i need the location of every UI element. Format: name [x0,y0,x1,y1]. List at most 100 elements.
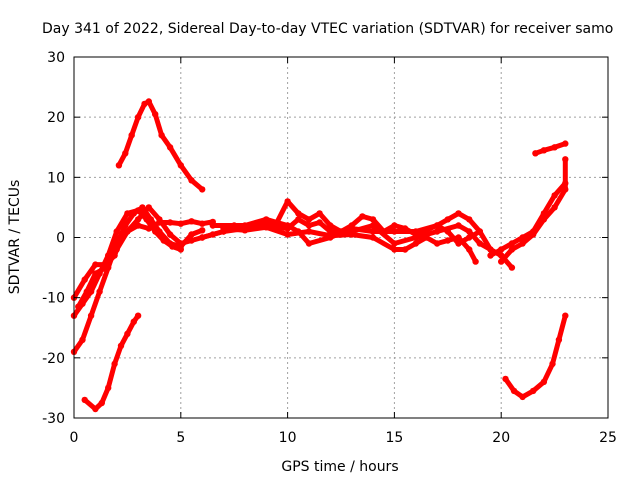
data-point [241,227,249,234]
series-arc-end-low [502,312,569,401]
data-point [455,210,462,217]
data-point [466,216,473,223]
data-point [391,246,398,253]
data-point [81,396,88,404]
data-point [466,234,473,241]
data-point [359,213,366,220]
data-point [145,204,152,211]
data-point [220,225,227,232]
data-point [81,276,88,283]
data-point [412,228,419,235]
data-point [284,231,291,238]
data-point [305,228,313,235]
data-point [562,140,569,147]
data-point [549,360,556,368]
data-point [124,228,131,235]
data-point [519,240,526,247]
data-point [502,375,509,383]
data-point [327,234,334,241]
data-point [487,252,494,259]
data-point [124,210,131,217]
data-point [305,240,313,247]
data-point [476,228,483,235]
data-point [466,246,473,253]
data-point [177,246,184,253]
y-tick-label: 10 [47,170,65,186]
data-point [466,228,473,235]
data-point [199,186,206,193]
data-point [401,246,409,253]
data-point [188,218,195,225]
data-point [96,288,103,295]
data-point [476,240,483,247]
data-point [562,312,569,319]
data-point [305,216,313,223]
data-point [540,378,548,386]
data-point [177,240,184,247]
data-point [199,227,206,234]
data-point [83,288,91,295]
data-point [92,405,99,413]
data-point [263,224,270,231]
x-axis-label: GPS time / hours [281,459,398,475]
data-point [295,216,302,223]
data-point [87,312,95,319]
data-point [98,399,106,407]
data-point [508,240,516,247]
data-point [551,192,558,199]
data-point [433,240,441,247]
data-point [128,132,135,139]
data-point [188,177,195,184]
data-point [166,219,174,226]
data-point [160,237,167,244]
data-point [369,216,377,223]
data-point [433,228,441,235]
data-point [455,222,462,229]
series-trail [116,99,205,192]
data-series [70,98,569,413]
data-point [316,219,323,226]
series-arc-end-1 [487,180,569,259]
series-arc-end-2 [498,156,569,265]
y-tick-label: 0 [56,231,65,247]
data-point [498,258,505,265]
data-point [79,336,86,343]
series-trail [532,141,568,156]
series-trail [82,313,141,412]
data-point [152,111,159,118]
series-trail [503,313,568,400]
data-point [295,228,302,235]
data-point [115,162,123,169]
y-axis-label: SDTVAR / TECUs [7,180,23,295]
data-point [508,246,516,253]
data-point [348,225,355,232]
data-point [444,216,451,223]
x-tick-label: 20 [492,430,510,446]
data-point [113,246,120,253]
data-point [305,222,313,229]
series-arc-end-3 [532,140,569,157]
data-point [166,231,174,238]
data-point [551,144,558,151]
data-point [134,216,142,223]
data-point [472,258,479,265]
data-point [391,222,398,229]
data-point [551,204,558,211]
data-point [188,237,195,244]
data-point [487,246,494,253]
data-point [113,228,120,235]
series-arc-low [81,312,142,413]
y-tick-label: 30 [47,50,65,66]
data-point [284,198,291,205]
data-point [134,114,142,121]
data-point [199,234,206,241]
data-point [532,150,539,157]
data-point [540,216,548,223]
data-point [169,243,176,250]
y-tick-label: -20 [42,351,65,367]
data-point [530,231,537,238]
data-point [102,264,110,271]
data-point [508,264,516,271]
data-point [199,220,206,227]
